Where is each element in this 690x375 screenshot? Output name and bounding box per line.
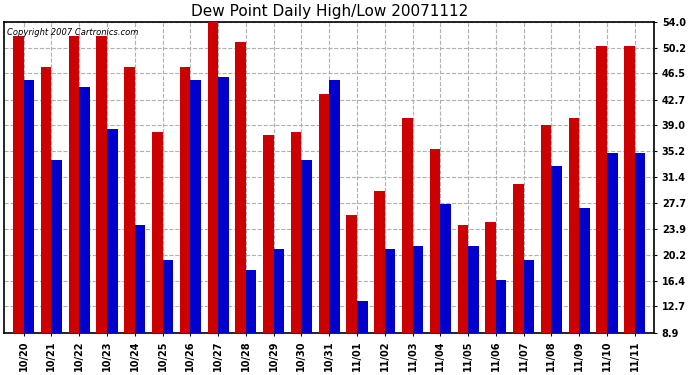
Bar: [291, 132, 302, 333]
Bar: [79, 87, 90, 333]
Bar: [402, 118, 413, 333]
Bar: [551, 166, 562, 333]
Bar: [107, 129, 117, 333]
Bar: [68, 36, 79, 333]
Title: Dew Point Daily High/Low 20071112: Dew Point Daily High/Low 20071112: [190, 4, 468, 19]
Bar: [346, 215, 357, 333]
Text: Copyright 2007 Cartronics.com: Copyright 2007 Cartronics.com: [8, 28, 139, 37]
Bar: [513, 184, 524, 333]
Bar: [385, 249, 395, 333]
Bar: [208, 22, 218, 333]
Bar: [179, 66, 190, 333]
Bar: [152, 132, 163, 333]
Bar: [302, 160, 312, 333]
Bar: [374, 190, 385, 333]
Bar: [190, 80, 201, 333]
Bar: [13, 36, 23, 333]
Bar: [607, 153, 618, 333]
Bar: [541, 125, 551, 333]
Bar: [468, 246, 479, 333]
Bar: [635, 153, 645, 333]
Bar: [440, 204, 451, 333]
Bar: [524, 260, 534, 333]
Bar: [41, 66, 51, 333]
Bar: [135, 225, 146, 333]
Bar: [163, 260, 173, 333]
Bar: [319, 94, 329, 333]
Bar: [235, 42, 246, 333]
Bar: [596, 46, 607, 333]
Bar: [413, 246, 423, 333]
Bar: [263, 135, 274, 333]
Bar: [579, 208, 590, 333]
Bar: [218, 77, 228, 333]
Bar: [624, 46, 635, 333]
Bar: [457, 225, 468, 333]
Bar: [329, 80, 339, 333]
Bar: [357, 301, 368, 333]
Bar: [23, 80, 34, 333]
Bar: [124, 66, 135, 333]
Bar: [51, 160, 62, 333]
Bar: [97, 36, 107, 333]
Bar: [430, 149, 440, 333]
Bar: [496, 280, 506, 333]
Bar: [246, 270, 257, 333]
Bar: [569, 118, 579, 333]
Bar: [485, 222, 496, 333]
Bar: [274, 249, 284, 333]
